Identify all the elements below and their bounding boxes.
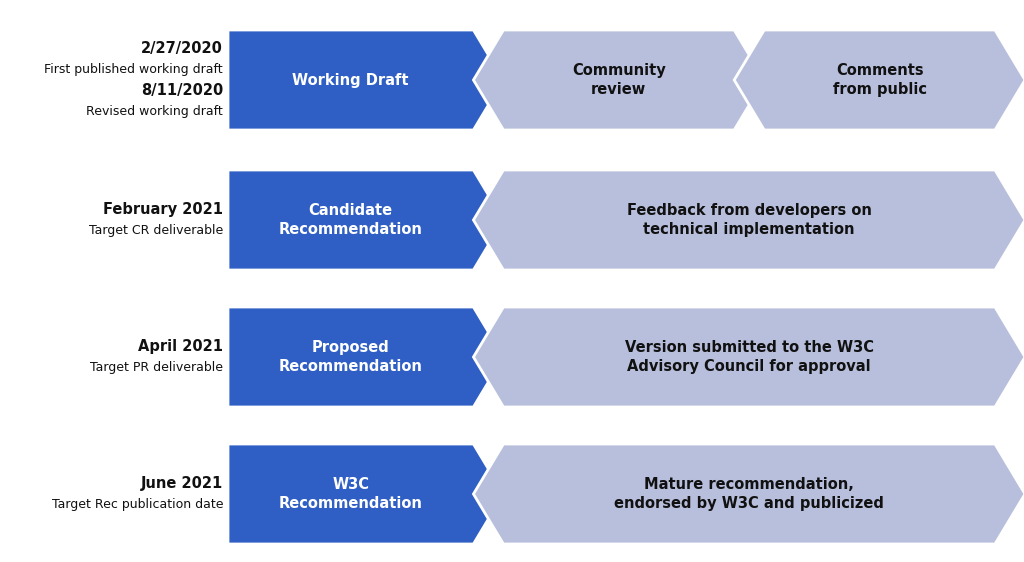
Text: Comments
from public: Comments from public bbox=[833, 63, 927, 97]
Polygon shape bbox=[473, 307, 1024, 407]
Text: Target CR deliverable: Target CR deliverable bbox=[89, 224, 223, 237]
Polygon shape bbox=[473, 30, 764, 130]
Text: Target PR deliverable: Target PR deliverable bbox=[90, 361, 223, 374]
Polygon shape bbox=[228, 170, 504, 270]
Polygon shape bbox=[228, 444, 504, 544]
Text: Version submitted to the W3C
Advisory Council for approval: Version submitted to the W3C Advisory Co… bbox=[625, 340, 873, 374]
Text: February 2021: February 2021 bbox=[103, 202, 223, 217]
Polygon shape bbox=[228, 30, 504, 130]
Polygon shape bbox=[734, 30, 1024, 130]
Polygon shape bbox=[473, 170, 1024, 270]
Text: Community
review: Community review bbox=[572, 63, 666, 97]
Text: 2/27/2020: 2/27/2020 bbox=[141, 41, 223, 56]
Text: Target Rec publication date: Target Rec publication date bbox=[51, 498, 223, 511]
Polygon shape bbox=[228, 307, 504, 407]
Text: Revised working draft: Revised working draft bbox=[86, 105, 223, 118]
Polygon shape bbox=[473, 444, 1024, 544]
Text: Working Draft: Working Draft bbox=[293, 72, 409, 88]
Text: First published working draft: First published working draft bbox=[44, 63, 223, 76]
Text: Candidate
Recommendation: Candidate Recommendation bbox=[279, 203, 423, 237]
Text: Feedback from developers on
technical implementation: Feedback from developers on technical im… bbox=[627, 203, 871, 237]
Text: April 2021: April 2021 bbox=[138, 339, 223, 354]
Text: June 2021: June 2021 bbox=[140, 476, 223, 491]
Text: W3C
Recommendation: W3C Recommendation bbox=[279, 477, 423, 511]
Text: 8/11/2020: 8/11/2020 bbox=[140, 83, 223, 98]
Text: Mature recommendation,
endorsed by W3C and publicized: Mature recommendation, endorsed by W3C a… bbox=[614, 477, 884, 511]
Text: Proposed
Recommendation: Proposed Recommendation bbox=[279, 340, 423, 374]
